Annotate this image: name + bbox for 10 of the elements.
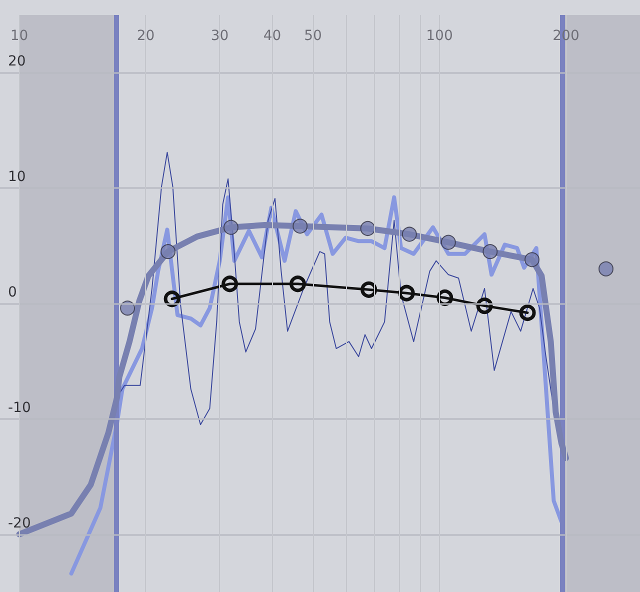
y-tick-label: -10	[8, 400, 31, 416]
y-tick-label: 20	[8, 54, 26, 70]
x-tick-label: 30	[210, 28, 229, 44]
x-tick-label: 40	[263, 28, 282, 44]
x-tick-label: 100	[426, 28, 453, 44]
x-tick-label: 20	[136, 28, 155, 44]
y-tick-label: -20	[8, 515, 31, 532]
y-tick-label: 0	[8, 284, 17, 300]
x-tick-label: 50	[304, 28, 322, 44]
y-tick-label: 10	[8, 169, 26, 186]
